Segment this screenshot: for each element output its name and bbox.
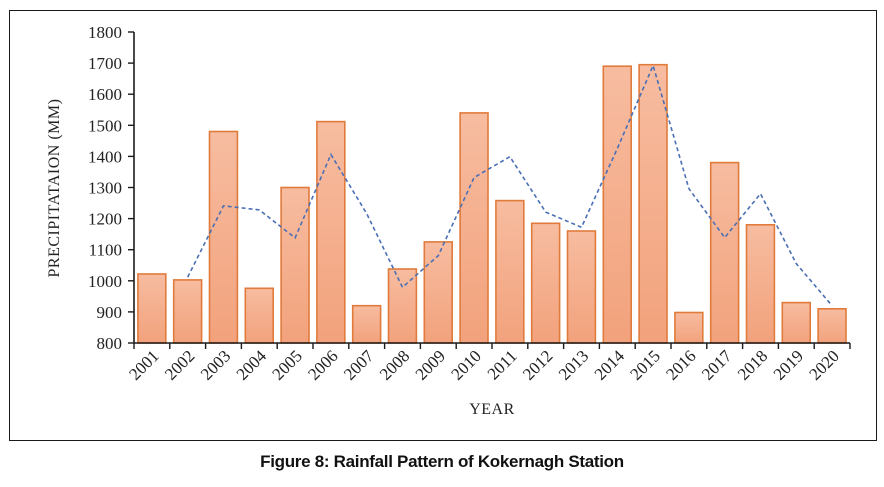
x-tick-label: 2014	[591, 346, 629, 384]
y-tick-label: 900	[97, 303, 123, 322]
y-tick-label: 1100	[89, 241, 122, 260]
x-tick-label: 2015	[626, 346, 663, 383]
rainfall-chart: 800 900 1000 1100 1200 1300 1400 1500 1600 1700 18…	[46, 23, 851, 418]
bar-2004	[244, 287, 275, 344]
bar-2006	[316, 120, 346, 344]
y-tick-label: 1700	[88, 54, 122, 73]
bar-2001	[137, 273, 167, 344]
figure-caption: Figure 8: Rainfall Pattern of Kokernagh …	[260, 452, 624, 471]
x-tick-label: 2012	[519, 346, 556, 383]
bar-2019	[781, 301, 811, 344]
x-tick-label: 2002	[161, 346, 198, 383]
x-tick-label: 2018	[734, 346, 771, 383]
y-tick-label: 800	[97, 334, 123, 353]
y-tick-label: 1200	[88, 210, 122, 229]
bar-2002	[172, 279, 203, 344]
y-axis-title: PRECIPITATAION (MM)	[46, 99, 63, 278]
bar-2007	[351, 304, 382, 344]
x-tick-label: 2004	[233, 346, 271, 384]
bar-2008	[387, 268, 418, 344]
x-tick-label: 2020	[805, 346, 842, 383]
x-tick-label: 2016	[662, 346, 699, 383]
x-axis-title: YEAR	[469, 401, 515, 418]
bar-2014	[602, 65, 632, 344]
bar-2003	[208, 130, 239, 344]
x-tick-label: 2009	[412, 346, 449, 383]
bar-2013	[566, 230, 597, 344]
y-tick-label: 1300	[88, 179, 122, 198]
x-tick-label: 2008	[376, 346, 413, 383]
bar-2020	[817, 307, 847, 344]
x-tick-label: 2006	[304, 346, 341, 383]
bar-2018	[745, 224, 776, 344]
bar-2009	[423, 241, 453, 344]
bar-2017	[709, 161, 740, 344]
x-tick-label: 2017	[698, 346, 736, 384]
x-tick-label: 2001	[125, 346, 162, 383]
x-tick-label: 2019	[770, 346, 807, 383]
y-tick-label: 1400	[88, 147, 122, 166]
bar-2016	[674, 311, 704, 344]
bar-2011	[495, 199, 525, 344]
x-tick-label: 2013	[555, 346, 592, 383]
x-tick-label: 2007	[340, 346, 378, 384]
bar-2015	[638, 63, 668, 344]
y-tick-label: 1000	[88, 272, 122, 291]
bar-2005	[280, 186, 310, 344]
y-tick-label: 1800	[88, 23, 122, 42]
bar-2010	[459, 112, 489, 344]
bars-layer	[137, 63, 847, 344]
y-tick-label: 1600	[88, 85, 122, 104]
x-tick-label: 2011	[484, 346, 521, 383]
x-tick-label: 2005	[268, 346, 305, 383]
y-tick-label: 1500	[88, 116, 122, 135]
bar-2012	[530, 222, 561, 344]
x-tick-label: 2010	[447, 346, 484, 383]
moving-average-line	[186, 63, 833, 307]
x-tick-label: 2003	[197, 346, 234, 383]
moving-average-layer	[186, 63, 833, 307]
